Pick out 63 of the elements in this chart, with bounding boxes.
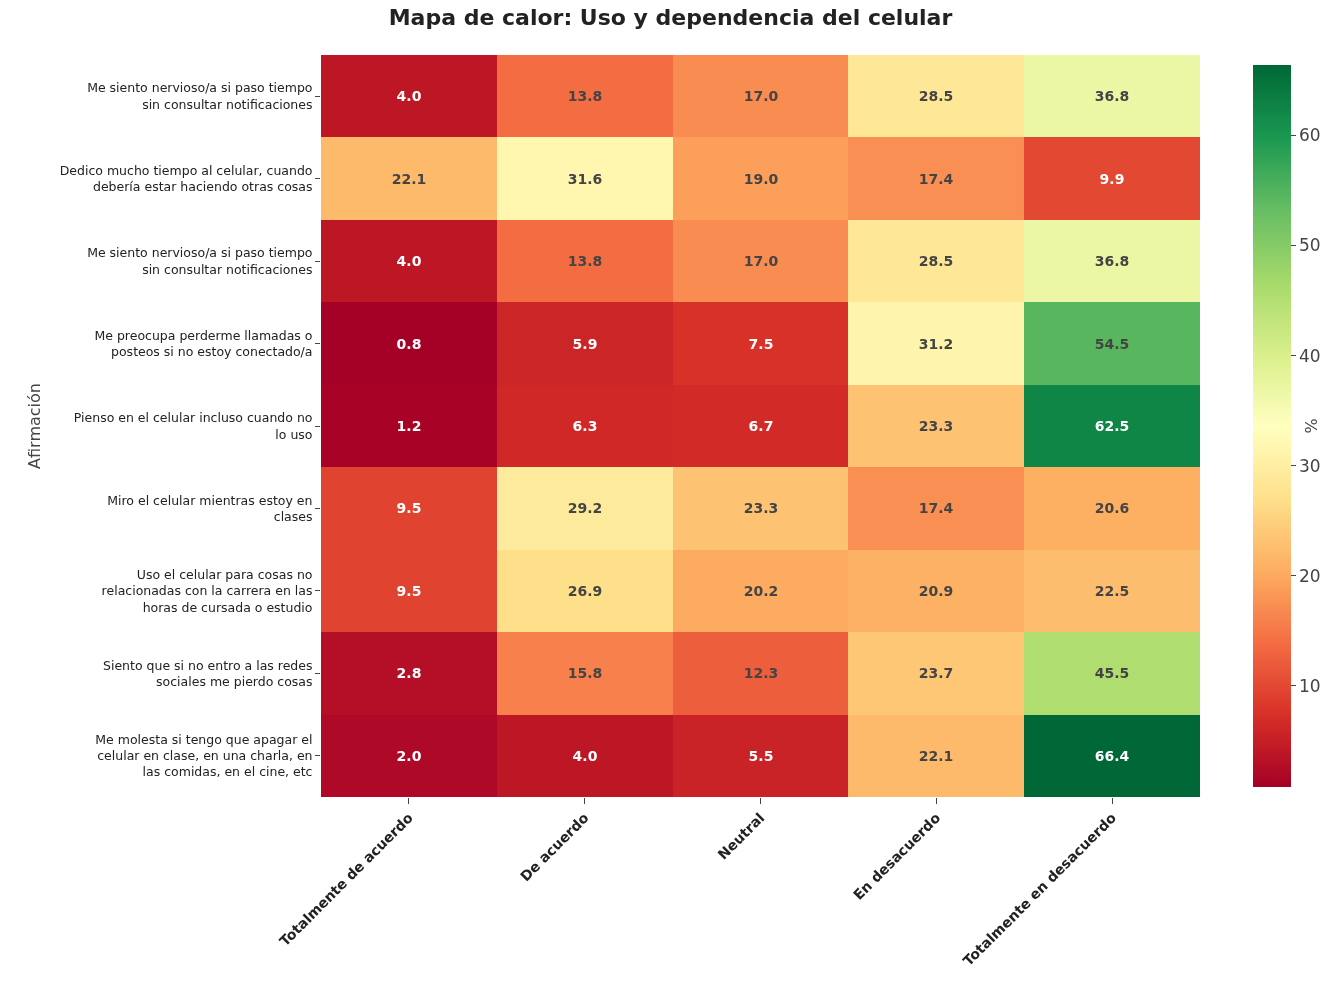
data-label: 1.2 [396,417,422,434]
data-label: 2.8 [396,664,422,681]
data-label: 20.2 [743,582,779,599]
data-label: 5.9 [572,335,598,352]
y-tick-label: Miro el celular mientras estoy en clases [107,492,313,524]
data-label: 36.8 [1094,252,1130,269]
data-label: 62.5 [1094,417,1130,434]
data-label: 19.0 [743,170,779,187]
data-label: 13.8 [567,252,603,269]
data-label: 6.7 [748,417,774,434]
data-label: 23.7 [918,664,954,681]
color-bar-label: 60 [1298,125,1321,146]
data-label: 28.5 [918,252,954,269]
data-label: 54.5 [1094,335,1130,352]
data-label: 29.2 [567,499,603,516]
data-label: 36.8 [1094,87,1130,104]
color-bar-label: 10 [1298,675,1321,696]
data-label: 5.5 [748,747,774,764]
data-label: 22.1 [918,747,954,764]
data-label: 15.8 [567,664,603,681]
data-label: 9.9 [1099,170,1125,187]
data-label: 23.3 [918,417,954,434]
data-label: 17.4 [918,499,954,516]
chart-title: Mapa de calor: Uso y dependencia del celular [388,5,953,31]
data-label: 4.0 [396,252,422,269]
data-label: 9.5 [396,499,422,516]
data-label: 13.8 [567,87,603,104]
data-label: 0.8 [396,335,422,352]
data-label: 20.9 [918,582,954,599]
data-label: 22.1 [391,170,427,187]
data-label: 23.3 [743,499,779,516]
y-tick-label: Pienso en el celular incluso cuando no lo uso [73,410,313,442]
data-label: 12.3 [743,664,779,681]
data-label: 2.0 [396,747,422,764]
y-tick-label: Me siento nervioso/a si paso tiempo sin consultar notificaciones [87,245,313,277]
data-label: 20.6 [1094,499,1130,516]
data-label: 66.4 [1094,747,1130,764]
data-label: 31.2 [918,335,954,352]
color-bar-label: 30 [1298,455,1321,476]
data-label: 4.0 [396,87,422,104]
data-label: 9.5 [396,582,422,599]
data-label: 6.3 [572,417,598,434]
y-tick-label: Siento que si no entro a las redes sociales me pierdo cosas [102,657,313,689]
y-axis-title: Afirmación [24,383,44,469]
data-label: 28.5 [918,87,954,104]
data-label: 17.4 [918,170,954,187]
y-tick-label: Dedico mucho tiempo al celular, cuando debería estar haciendo otras cosas [59,162,313,195]
color-bar-title: % [1301,418,1321,434]
y-tick-label: Me preocupa perderme llamadas o posteos si no estoy conectado/a [94,327,313,360]
data-label: 45.5 [1094,664,1130,681]
color-bar-label: 40 [1298,345,1321,366]
data-label: 26.9 [567,582,603,599]
data-label: 22.5 [1094,582,1130,599]
y-tick-label: Me molesta si tengo que apagar el celular en clase, en una charla, en las comidas, en el cine, etc [95,731,313,780]
data-label: 4.0 [572,747,598,764]
color-bar-label: 50 [1298,235,1321,256]
data-label: 17.0 [743,87,779,104]
y-tick-label: Me siento nervioso/a si paso tiempo sin consultar notificaciones [87,80,313,112]
data-label: 31.6 [567,170,603,187]
data-label: 7.5 [748,335,774,352]
y-tick-label: Uso el celular para cosas no relacionadas con la carrera en las horas de cursada o estudio [101,567,313,615]
color-bar-label: 20 [1298,565,1321,586]
data-label: 17.0 [743,252,779,269]
